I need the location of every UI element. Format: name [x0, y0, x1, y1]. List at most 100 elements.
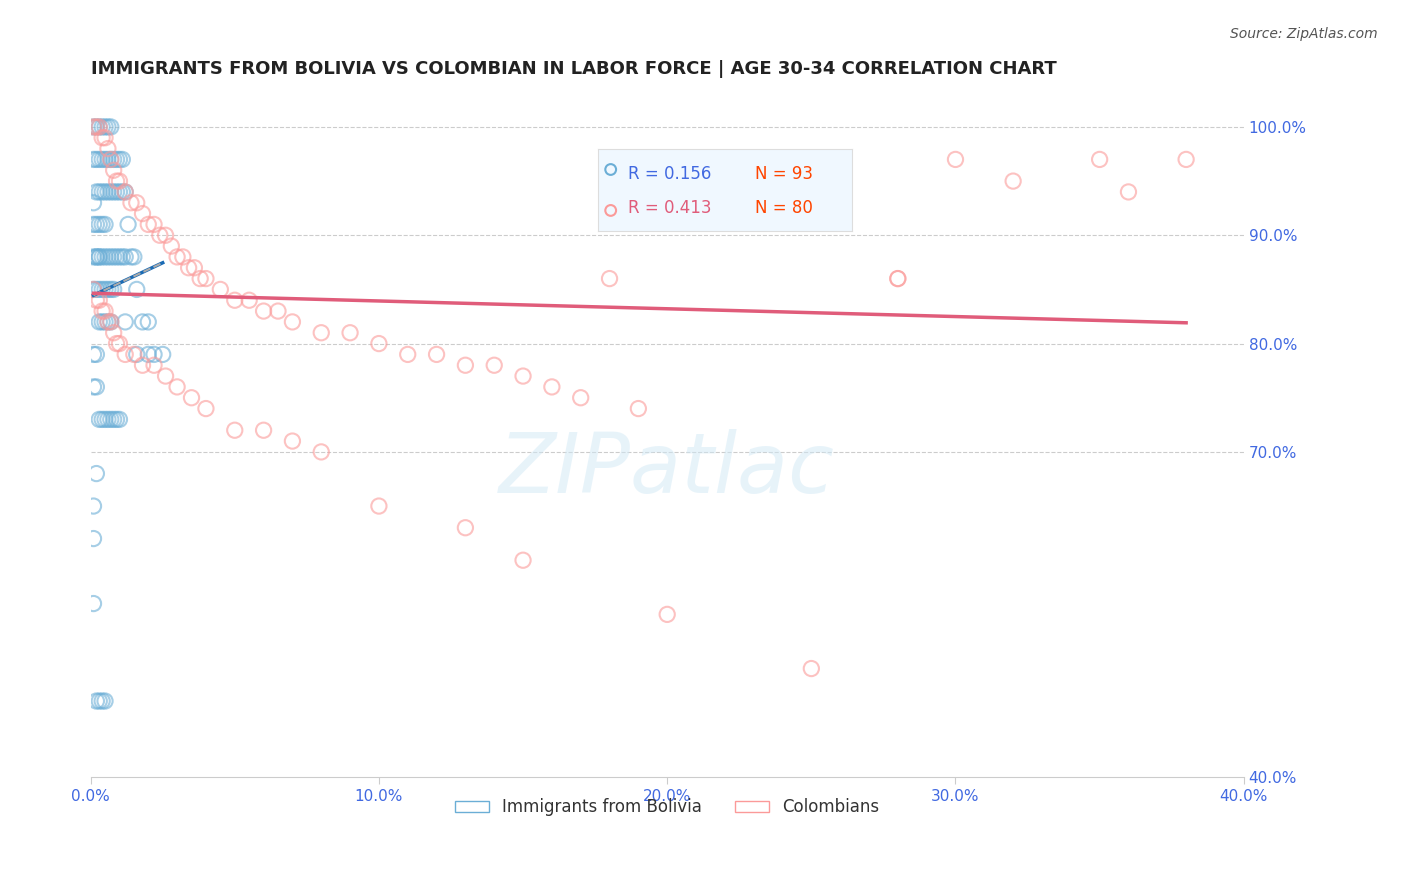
Colombians [367, 499, 389, 513]
Colombians [188, 271, 211, 285]
Immigrants from Bolivia [91, 250, 114, 264]
Immigrants from Bolivia [91, 412, 114, 426]
Colombians [396, 347, 419, 361]
Colombians [108, 336, 131, 351]
Immigrants from Bolivia [114, 185, 136, 199]
Immigrants from Bolivia [103, 282, 125, 296]
Immigrants from Bolivia [82, 532, 104, 546]
Immigrants from Bolivia [89, 185, 111, 199]
Colombians [105, 174, 128, 188]
Immigrants from Bolivia [91, 694, 114, 708]
Colombians [97, 142, 120, 156]
Immigrants from Bolivia [91, 218, 114, 232]
Immigrants from Bolivia [120, 250, 142, 264]
Colombians [1118, 185, 1140, 199]
Colombians [209, 282, 232, 296]
Colombians [94, 130, 117, 145]
Colombians [97, 315, 120, 329]
Immigrants from Bolivia [94, 412, 117, 426]
Colombians [426, 347, 449, 361]
Immigrants from Bolivia [89, 218, 111, 232]
Immigrants from Bolivia [86, 467, 108, 481]
Immigrants from Bolivia [100, 120, 122, 134]
Immigrants from Bolivia [97, 315, 120, 329]
Immigrants from Bolivia [82, 195, 104, 210]
Immigrants from Bolivia [103, 153, 125, 167]
Immigrants from Bolivia [86, 153, 108, 167]
Immigrants from Bolivia [122, 250, 145, 264]
Immigrants from Bolivia [97, 412, 120, 426]
Immigrants from Bolivia [105, 153, 128, 167]
Colombians [149, 228, 172, 243]
Immigrants from Bolivia [86, 185, 108, 199]
Immigrants from Bolivia [103, 412, 125, 426]
Colombians [100, 153, 122, 167]
Immigrants from Bolivia [94, 250, 117, 264]
Colombians [714, 185, 737, 199]
Colombians [131, 206, 153, 220]
Immigrants from Bolivia [97, 120, 120, 134]
Text: IMMIGRANTS FROM BOLIVIA VS COLOMBIAN IN LABOR FORCE | AGE 30-34 CORRELATION CHAR: IMMIGRANTS FROM BOLIVIA VS COLOMBIAN IN … [90, 60, 1056, 78]
Immigrants from Bolivia [111, 250, 134, 264]
Immigrants from Bolivia [86, 120, 108, 134]
Colombians [166, 250, 188, 264]
Colombians [136, 218, 159, 232]
Immigrants from Bolivia [97, 185, 120, 199]
Immigrants from Bolivia [91, 315, 114, 329]
Colombians [657, 607, 679, 622]
Immigrants from Bolivia [131, 315, 153, 329]
Immigrants from Bolivia [111, 153, 134, 167]
Immigrants from Bolivia [82, 597, 104, 611]
Immigrants from Bolivia [82, 153, 104, 167]
Colombians [252, 423, 274, 437]
Colombians [887, 271, 910, 285]
Immigrants from Bolivia [91, 153, 114, 167]
Immigrants from Bolivia [91, 282, 114, 296]
Immigrants from Bolivia [103, 250, 125, 264]
Immigrants from Bolivia [105, 185, 128, 199]
Colombians [120, 195, 142, 210]
Colombians [143, 218, 166, 232]
Colombians [172, 250, 194, 264]
Immigrants from Bolivia [89, 694, 111, 708]
Colombians [541, 380, 564, 394]
Immigrants from Bolivia [86, 347, 108, 361]
Colombians [454, 521, 477, 535]
Colombians [800, 661, 823, 675]
Immigrants from Bolivia [136, 315, 159, 329]
Colombians [86, 293, 108, 308]
Immigrants from Bolivia [143, 347, 166, 361]
Immigrants from Bolivia [94, 315, 117, 329]
Colombians [800, 174, 823, 188]
Colombians [155, 369, 177, 384]
Colombians [91, 304, 114, 318]
Immigrants from Bolivia [105, 412, 128, 426]
Immigrants from Bolivia [89, 412, 111, 426]
Immigrants from Bolivia [97, 250, 120, 264]
Colombians [1175, 153, 1198, 167]
Immigrants from Bolivia [86, 250, 108, 264]
Immigrants from Bolivia [125, 347, 148, 361]
Colombians [131, 358, 153, 372]
Colombians [252, 304, 274, 318]
Immigrants from Bolivia [89, 120, 111, 134]
Colombians [166, 380, 188, 394]
Colombians [945, 153, 967, 167]
Text: ZIPatlас: ZIPatlас [499, 429, 835, 510]
Immigrants from Bolivia [117, 218, 139, 232]
Colombians [309, 326, 332, 340]
Immigrants from Bolivia [97, 282, 120, 296]
Colombians [238, 293, 260, 308]
Immigrants from Bolivia [89, 250, 111, 264]
Immigrants from Bolivia [94, 153, 117, 167]
Immigrants from Bolivia [86, 218, 108, 232]
Immigrants from Bolivia [86, 250, 108, 264]
Immigrants from Bolivia [89, 153, 111, 167]
Colombians [627, 401, 650, 416]
Immigrants from Bolivia [82, 380, 104, 394]
Colombians [82, 120, 104, 134]
Colombians [91, 130, 114, 145]
Immigrants from Bolivia [100, 315, 122, 329]
Immigrants from Bolivia [94, 218, 117, 232]
Colombians [89, 293, 111, 308]
